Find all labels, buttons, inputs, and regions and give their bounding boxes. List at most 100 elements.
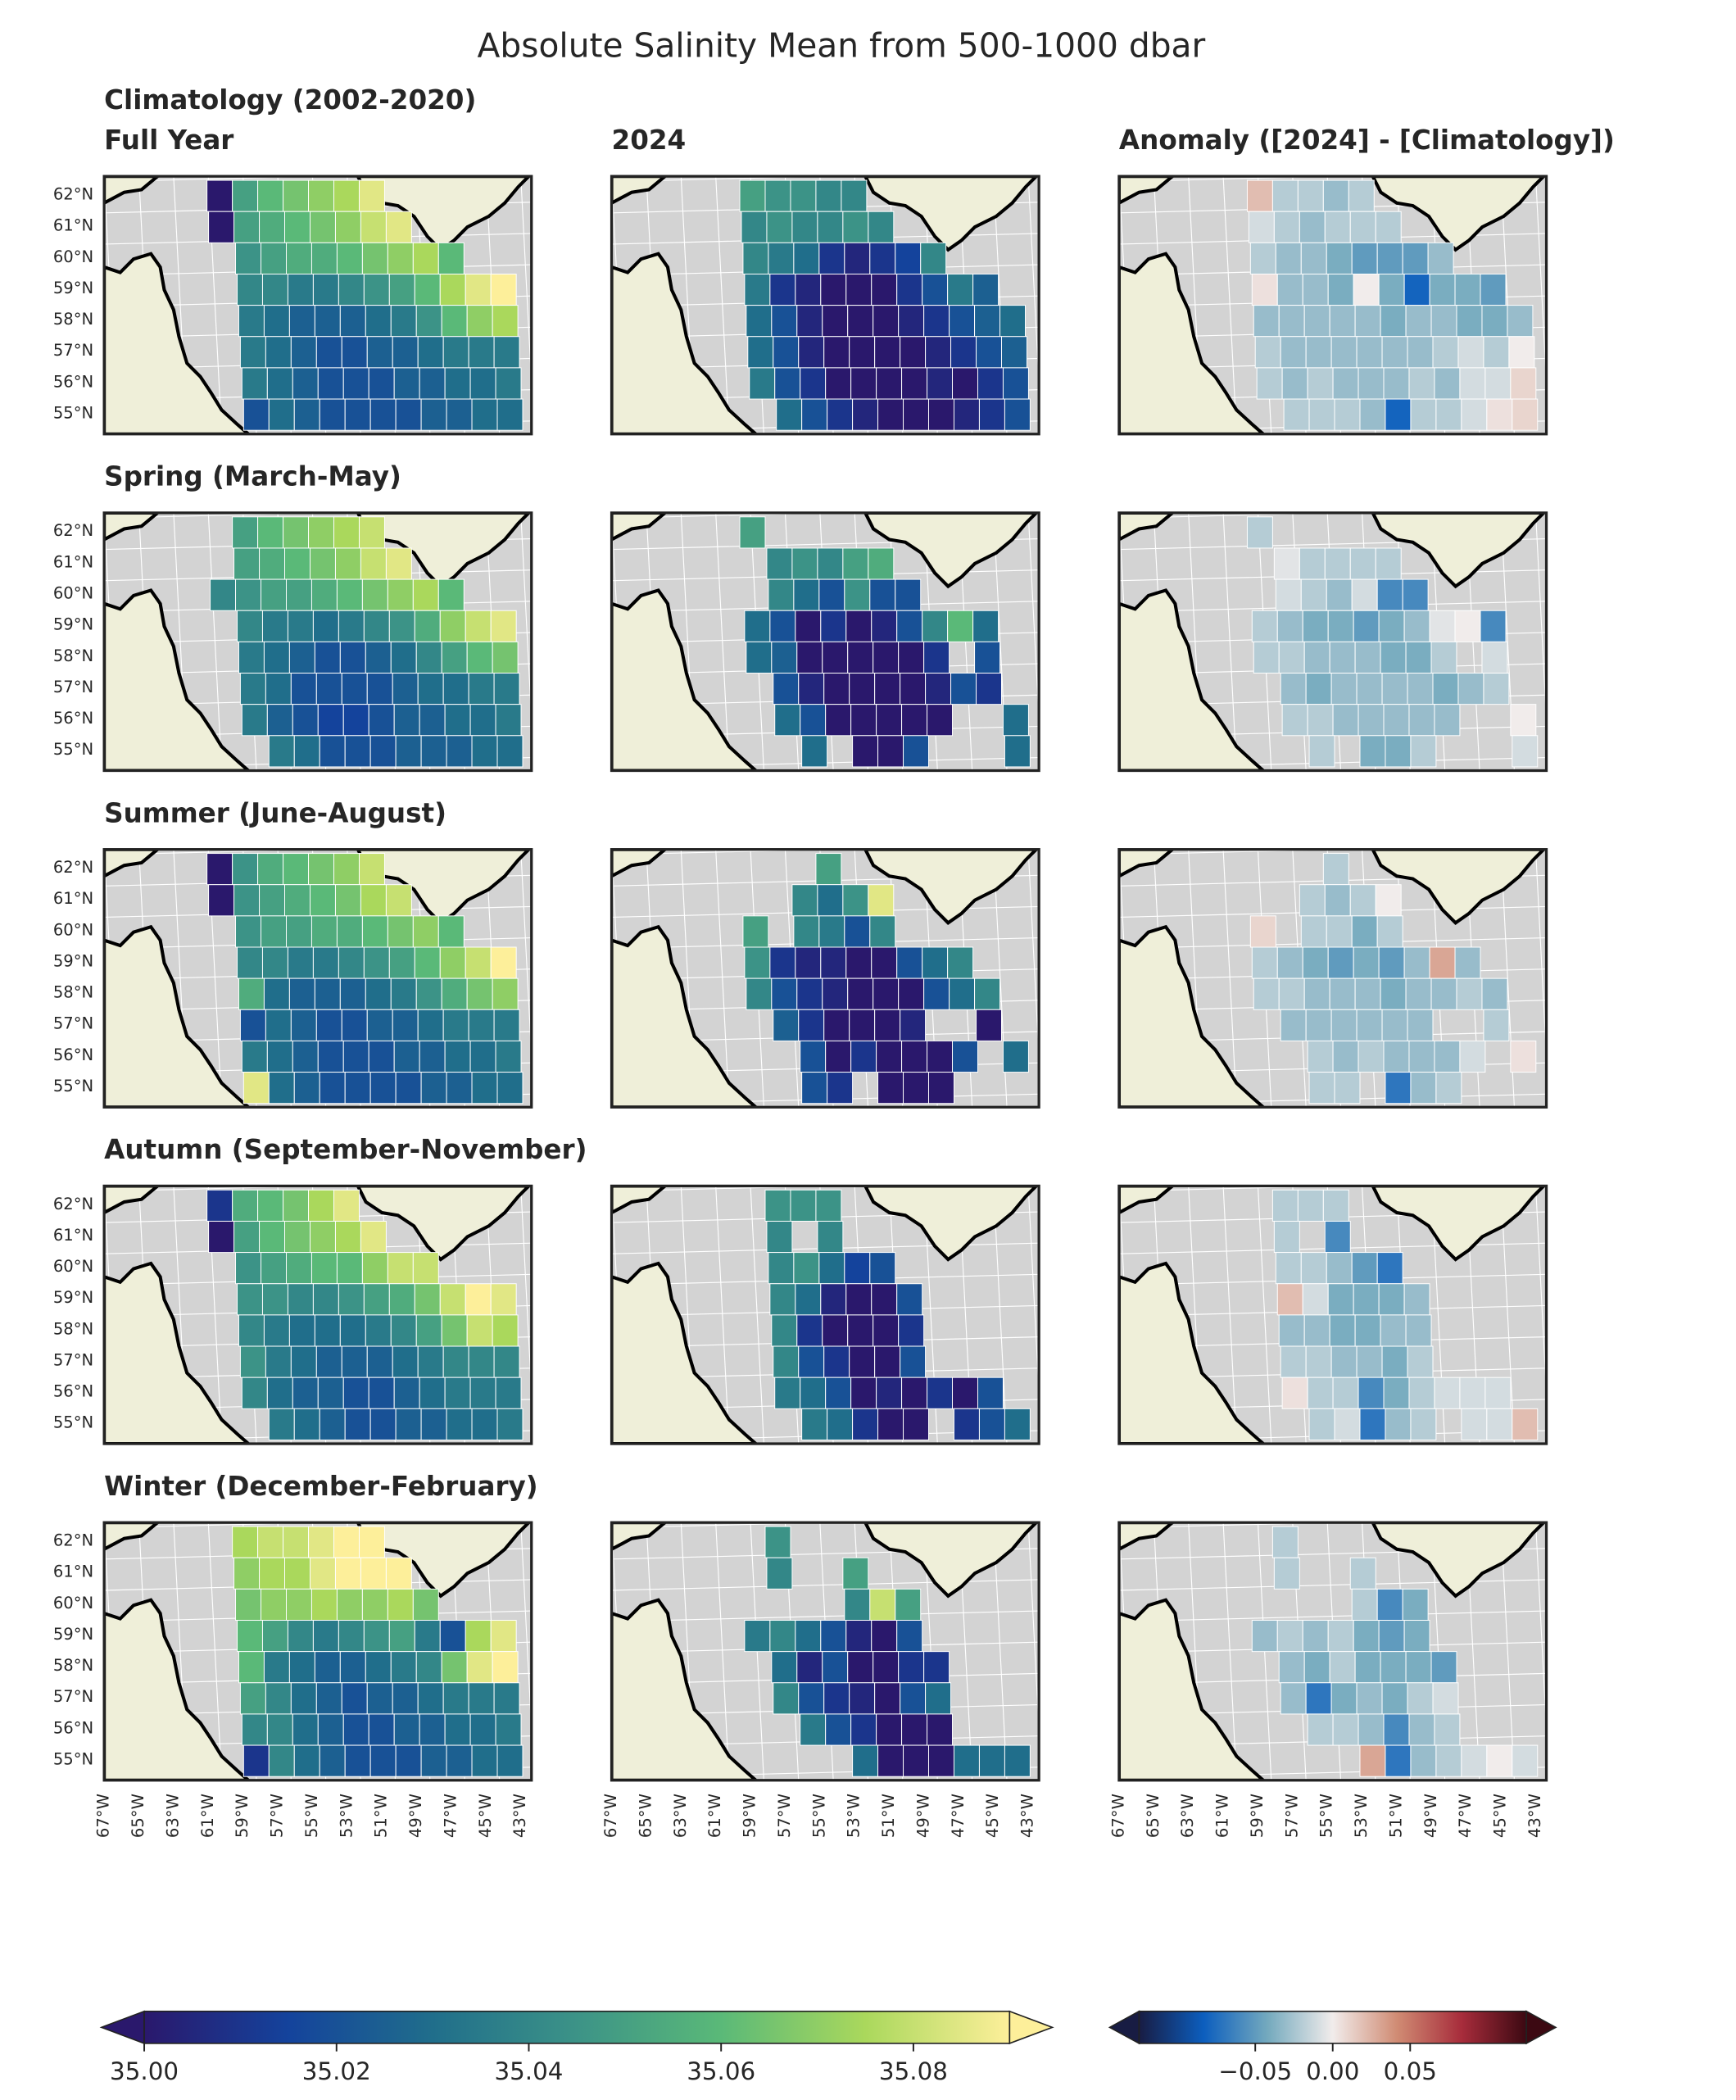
- grid-cell: [801, 398, 828, 431]
- grid-cell: [446, 735, 473, 768]
- grid-cell: [1456, 305, 1483, 338]
- grid-cell: [1480, 273, 1507, 306]
- grid-cell: [876, 1713, 903, 1746]
- grid-cell: [288, 641, 315, 674]
- lat-tick-label: 62°N: [53, 858, 93, 877]
- grid-cell: [385, 884, 412, 917]
- grid-cell: [947, 610, 974, 642]
- grid-cell: [1308, 398, 1335, 431]
- grid-cell: [1385, 1072, 1412, 1104]
- grid-cell: [390, 641, 417, 674]
- grid-cell: [241, 1713, 268, 1746]
- grid-cell: [903, 735, 929, 768]
- grid-cell: [1327, 273, 1354, 306]
- grid-cell: [338, 946, 365, 979]
- grid-cell: [492, 977, 519, 1010]
- grid-cell: [901, 704, 928, 737]
- grid-cell: [420, 735, 447, 768]
- grid-cell: [363, 946, 390, 979]
- grid-cell: [873, 641, 900, 674]
- panel-frame: [610, 511, 1040, 773]
- grid-cell: [336, 1588, 363, 1621]
- grid-cell: [1461, 398, 1488, 431]
- grid-cell: [1280, 1345, 1307, 1378]
- grid-cell: [358, 516, 385, 549]
- grid-cell: [392, 1345, 419, 1378]
- lon-tick-label: 57°W: [775, 1794, 794, 1838]
- grid-cell: [293, 1408, 320, 1440]
- grid-cell: [287, 1620, 314, 1653]
- grid-cell: [1376, 578, 1403, 611]
- graticule: [1222, 1186, 1237, 1445]
- lat-tick-label: 56°N: [53, 372, 93, 391]
- grid-cell: [257, 516, 284, 549]
- grid-cell: [1407, 1009, 1434, 1041]
- grid-cell: [366, 1682, 393, 1715]
- lon-tick-label: 43°W: [1525, 1794, 1544, 1838]
- graticule: [555, 176, 569, 434]
- grid-cell: [232, 853, 259, 886]
- grid-cell: [795, 946, 822, 979]
- grid-cell: [342, 367, 369, 400]
- grid-cell: [1358, 1377, 1385, 1409]
- grid-cell: [1381, 336, 1408, 369]
- grid-cell: [493, 1682, 520, 1715]
- grid-cell: [768, 1252, 795, 1285]
- grid-cell: [1383, 1713, 1410, 1746]
- lat-tick-label: 58°N: [53, 1656, 93, 1675]
- grid-cell: [393, 704, 420, 737]
- grid-cell: [342, 704, 369, 737]
- grid-cell: [490, 273, 517, 306]
- grid-cell: [1356, 1009, 1383, 1041]
- grid-cell: [420, 1744, 447, 1777]
- grid-cell: [292, 1377, 319, 1409]
- grid-cell: [1324, 1220, 1351, 1254]
- grid-cell: [795, 273, 822, 306]
- grid-cell: [310, 1588, 338, 1621]
- graticule: [1222, 1522, 1237, 1780]
- lon-tick-label: 51°W: [879, 1794, 898, 1838]
- grid-cell: [314, 1314, 341, 1347]
- grid-cell: [815, 179, 842, 212]
- colorbar-tick-label: 35.06: [687, 2057, 755, 2085]
- grid-cell: [310, 884, 336, 917]
- grid-cell: [790, 179, 817, 212]
- grid-cell: [369, 735, 397, 768]
- grid-cell: [1251, 273, 1278, 306]
- grid-cell: [259, 211, 286, 243]
- grid-cell: [334, 1220, 361, 1254]
- grid-cell: [1278, 977, 1305, 1010]
- grid-cell: [827, 1072, 854, 1104]
- row-title: Full Year: [104, 125, 233, 156]
- grid-cell: [390, 977, 417, 1010]
- grid-cell: [1358, 704, 1385, 737]
- grid-cell: [873, 1651, 900, 1684]
- grid-cell: [339, 977, 366, 1010]
- grid-cell: [363, 1283, 390, 1316]
- grid-cell: [1376, 242, 1403, 274]
- grid-cell: [1348, 179, 1375, 212]
- lon-tick-label: 55°W: [1317, 1794, 1336, 1838]
- grid-cell: [771, 641, 798, 674]
- grid-cell: [928, 1072, 954, 1104]
- lat-tick-label: 58°N: [53, 310, 93, 329]
- grid-cell: [974, 641, 1001, 674]
- grid-cell: [1429, 610, 1456, 642]
- grid-cell: [312, 1283, 339, 1316]
- grid-cell: [392, 673, 419, 705]
- column-title: Climatology (2002-2020): [104, 84, 476, 116]
- grid-cell: [1353, 610, 1380, 642]
- grid-cell: [1273, 1557, 1300, 1590]
- grid-cell: [1356, 1682, 1383, 1715]
- grid-cell: [1407, 673, 1434, 705]
- colorbar-tick-label: 35.00: [110, 2057, 179, 2085]
- grid-cell: [820, 273, 847, 306]
- graticule: [993, 1186, 1008, 1445]
- grid-cell: [1481, 977, 1508, 1010]
- grid-cell: [363, 1620, 390, 1653]
- grid-cell: [492, 641, 519, 674]
- grid-cell: [496, 1072, 524, 1104]
- grid-cell: [310, 915, 338, 948]
- graticule: [993, 1522, 1008, 1780]
- grid-cell: [360, 547, 387, 580]
